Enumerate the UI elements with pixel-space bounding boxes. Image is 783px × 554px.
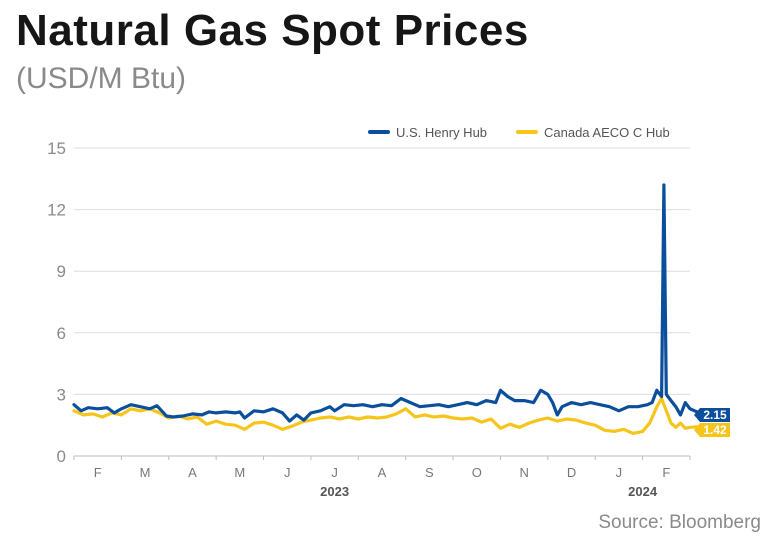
chart-title: Natural Gas Spot Prices <box>16 6 529 55</box>
y-tick-label: 6 <box>57 324 66 343</box>
x-tick-label: N <box>519 465 528 480</box>
legend-label: U.S. Henry Hub <box>396 125 487 140</box>
x-tick-label: A <box>378 465 387 480</box>
y-tick-label: 3 <box>57 385 66 404</box>
x-tick-label: S <box>425 465 434 480</box>
end-labels: 2.151.42 <box>694 408 730 437</box>
end-value-tag <box>694 408 730 422</box>
x-tick-label: J <box>331 465 338 480</box>
chart-legend: U.S. Henry Hub Canada AECO C Hub <box>368 125 670 140</box>
series-lines <box>72 183 699 435</box>
end-value-label: 1.42 <box>703 423 727 437</box>
series-line <box>72 183 699 423</box>
y-axis: 0 3 6 9 12 15 <box>47 139 66 466</box>
series-line <box>72 396 699 435</box>
y-tick-label: 0 <box>57 447 66 466</box>
x-tick-label: M <box>140 465 151 480</box>
x-tick-label: O <box>472 465 482 480</box>
x-axis: F M A M J J A S O N D J F 2023 2024 <box>73 456 691 499</box>
chart-subtitle: (USD/M Btu) <box>16 62 187 95</box>
x-tick-label: M <box>234 465 245 480</box>
year-label: 2024 <box>628 484 658 499</box>
y-tick-label: 9 <box>57 262 66 281</box>
x-tick-label: J <box>284 465 291 480</box>
y-tick-label: 12 <box>47 201 66 220</box>
x-tick-label: F <box>662 465 670 480</box>
end-value-label: 2.15 <box>703 408 727 422</box>
x-tick-label: J <box>616 465 623 480</box>
gridlines <box>74 147 690 457</box>
x-tick-label: A <box>188 465 197 480</box>
end-value-tag <box>694 423 730 437</box>
y-tick-label: 15 <box>47 139 66 158</box>
x-tick-label: F <box>94 465 102 480</box>
x-tick-label: D <box>567 465 576 480</box>
chart-source: Source: Bloomberg <box>598 512 761 533</box>
legend-label: Canada AECO C Hub <box>544 125 670 140</box>
year-label: 2023 <box>320 484 349 499</box>
